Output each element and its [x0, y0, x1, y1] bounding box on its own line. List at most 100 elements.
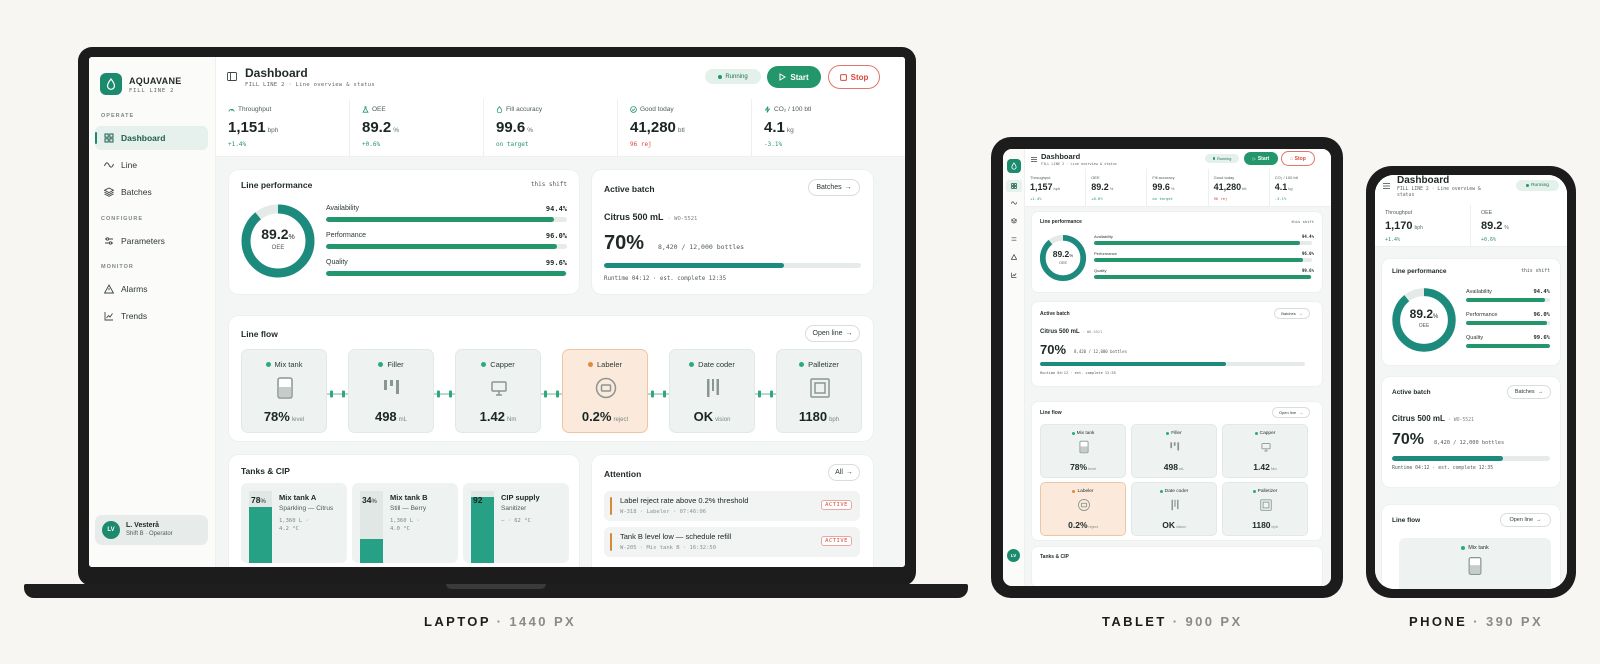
- station-name: Mix tank: [1399, 545, 1551, 551]
- sidebar-item-dashboard[interactable]: Dashboard: [95, 126, 208, 150]
- metric-value: 96.0%: [1301, 251, 1314, 256]
- tank-name: Mix tank B: [390, 493, 428, 502]
- stat-label-text: Fill accuracy: [506, 106, 543, 113]
- start-button[interactable]: ▷ Start: [1244, 152, 1278, 165]
- station-mix-tank[interactable]: Mix tank 78%level: [1040, 424, 1126, 478]
- tablet-screen: LV Dashboard FILL LINE 2 · Line overview…: [1003, 149, 1331, 586]
- station-name: Mix tank: [1041, 431, 1125, 436]
- tank-meta: — · 62 °C: [501, 517, 531, 525]
- rail-item-dashboard[interactable]: [1006, 180, 1022, 192]
- tank-mix-tank-b[interactable]: 34% Mix tank B Still — Berry 1,360 L · 4.0 °…: [352, 483, 458, 563]
- metric-label: Performance: [1094, 251, 1117, 256]
- stat-oee: OEE 89.2% +0.6%: [1086, 169, 1148, 207]
- station-name-text: Palletizer: [1257, 489, 1278, 494]
- station-number: 1180: [1252, 520, 1271, 530]
- station-capper[interactable]: Capper 1.42Nm: [1222, 424, 1308, 478]
- status-dot: [378, 362, 384, 367]
- phone-header: Dashboard FILL LINE 2 · Line overview & …: [1375, 175, 1567, 205]
- station-filler[interactable]: Filler 498mL: [1131, 424, 1217, 478]
- batches-button[interactable]: Batches →: [1507, 385, 1551, 399]
- wave-icon[interactable]: [1011, 200, 1017, 206]
- line-flow-card: Line flow Open line→ Mix tank 78%level Fil…: [229, 316, 873, 441]
- open-line-button[interactable]: Open line →: [805, 325, 860, 342]
- coder-icon: [1171, 499, 1179, 511]
- product-name: Citrus 500 mL: [1392, 414, 1445, 423]
- play-icon: ▷: [1252, 156, 1256, 161]
- station-labeler[interactable]: Labeler 0.2%reject: [1040, 482, 1126, 536]
- batch-progress: [604, 263, 861, 268]
- sidebar-item-parameters[interactable]: Parameters: [95, 229, 208, 253]
- active-indicator: [95, 132, 97, 144]
- avatar[interactable]: LV: [1007, 549, 1020, 562]
- open-line-button[interactable]: Open line →: [1272, 407, 1310, 418]
- sidebar-item-batches[interactable]: Batches: [95, 180, 208, 204]
- stat-co-100-btl: CO₂ / 100 btl 4.1kg -3.1%: [1270, 169, 1331, 207]
- tanks-cip-card: Tanks & CIP: [1032, 547, 1322, 586]
- station-mix-tank[interactable]: Mix tank 78%level: [241, 349, 327, 433]
- sidebar-toggle-icon[interactable]: [227, 72, 237, 81]
- laptop-screen: AQUAVANE FILL LINE 2 OPERATE Dashboard L…: [89, 57, 905, 567]
- sidebar-item-trends[interactable]: Trends: [95, 304, 208, 328]
- metric-value: 99.6%: [1533, 335, 1550, 341]
- warning-icon[interactable]: [1011, 254, 1017, 260]
- main-content: Dashboard FILL LINE 2 · Line overview & …: [216, 57, 905, 567]
- sliders-icon[interactable]: [1011, 236, 1017, 242]
- arrow-right-icon: →: [845, 330, 853, 337]
- phone-main: Dashboard FILL LINE 2 · Line overview & …: [1375, 175, 1567, 589]
- batch-runtime: Runtime 04:12 · est. complete 12:35: [1040, 371, 1116, 375]
- status-dot: [1071, 432, 1075, 435]
- stat-good-today: Good today 41,280 btl 96 rej: [618, 99, 752, 157]
- open-line-button[interactable]: Open line →: [1500, 513, 1551, 527]
- line-performance-card: Line performance this shift 89.2% OEE Av…: [1032, 212, 1322, 292]
- station-labeler[interactable]: Labeler 0.2%reject: [562, 349, 648, 433]
- user-card[interactable]: LV L. Vesterå Shift B · Operator: [95, 515, 208, 545]
- metric-bar-fill: [326, 244, 558, 249]
- flow-connector: [541, 386, 562, 398]
- batches-button[interactable]: Batches →: [808, 179, 860, 196]
- stop-label: Stop: [1294, 155, 1306, 162]
- oee-donut-arc: [1392, 288, 1456, 352]
- alarm-item[interactable]: Label reject rate above 0.2% threshold W…: [604, 491, 860, 521]
- sidebar-item-line[interactable]: Line: [95, 153, 208, 177]
- tank-cip-supply[interactable]: 92 CIP supply Sanitizer — · 62 °C: [463, 483, 569, 563]
- station-palletizer[interactable]: Palletizer 1180bph: [1222, 482, 1308, 536]
- menu-icon[interactable]: [1031, 157, 1037, 162]
- batches-button[interactable]: Batches →: [1274, 308, 1310, 319]
- sidebar-item-alarms[interactable]: Alarms: [95, 277, 208, 301]
- flask-icon: [362, 106, 369, 113]
- stop-button[interactable]: □ Stop: [1281, 151, 1315, 166]
- menu-icon[interactable]: [1383, 183, 1390, 189]
- metric-value: 96.0%: [545, 232, 567, 240]
- layers-icon[interactable]: [1011, 218, 1017, 224]
- all-alarms-button[interactable]: All →: [828, 464, 860, 481]
- stat-number: 41,280: [1213, 182, 1242, 192]
- tank-meta: 1,360 L · 4.0 °C: [390, 517, 420, 533]
- grid-icon: [1011, 183, 1017, 189]
- station-value: 78%level: [242, 409, 326, 424]
- stat-label: Throughput: [1385, 210, 1413, 216]
- start-button[interactable]: Start: [767, 66, 821, 88]
- stop-button[interactable]: Stop: [828, 65, 880, 89]
- station-date-coder[interactable]: Date coder OKvision: [1131, 482, 1217, 536]
- stat-value: 4.1kg: [1275, 182, 1293, 192]
- alarm-meta: W-205 · Mix tank B · 16:32:50: [620, 545, 717, 551]
- user-role: Shift B · Operator: [126, 531, 173, 537]
- batch-progress-fill: [604, 263, 784, 268]
- filler-icon: [1170, 442, 1180, 451]
- station-unit: level: [1088, 467, 1096, 471]
- stat-number: 1,170: [1385, 220, 1413, 232]
- alarm-item[interactable]: Tank B level low — schedule refill W-205…: [604, 527, 860, 557]
- active-batch-card: Active batch Batches → Citrus 500 mL · WO-…: [1032, 302, 1322, 386]
- sidebar-item-label: Trends: [121, 311, 148, 321]
- layers-icon: [104, 187, 114, 197]
- station-number: 78%: [263, 409, 290, 424]
- station-mix-tank[interactable]: Mix tank: [1399, 538, 1551, 589]
- tank-mix-tank-a[interactable]: 78% Mix tank A Sparkling — Citrus 1,360 L ·…: [241, 483, 347, 563]
- chart-icon[interactable]: [1011, 272, 1017, 278]
- grid-icon: [104, 133, 114, 143]
- labeler-icon: [595, 377, 617, 399]
